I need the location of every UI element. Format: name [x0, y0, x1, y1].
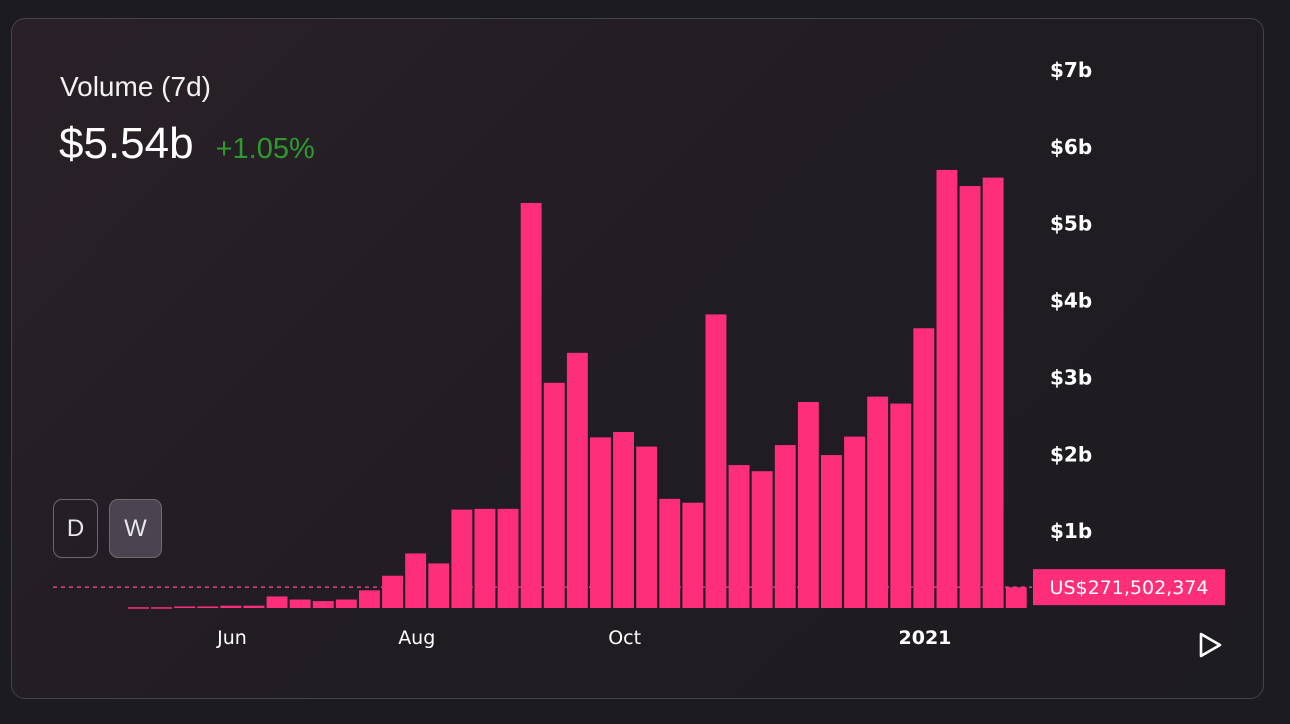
- chart-bar: [289, 599, 311, 608]
- chart-bar: [774, 445, 796, 608]
- hover-value-label: US$271,502,374: [1050, 577, 1209, 599]
- volume-bar-chart: $1b $2b $3b $4b $5b $6b $7b Jun Aug Oct 2021 US$271…: [53, 58, 1225, 649]
- chart-bar: [266, 596, 288, 608]
- chart-bar: [451, 509, 473, 608]
- chart-bar: [844, 436, 865, 608]
- y-axis-tick-label: $4b: [1050, 289, 1092, 313]
- chart-bar: [682, 502, 704, 608]
- x-axis-tick-label: 2021: [899, 627, 952, 649]
- y-axis-tick-label: $1b: [1050, 519, 1092, 543]
- chart-title: Volume (7d): [60, 71, 211, 102]
- chart-bar: [959, 186, 981, 608]
- volume-card: $1b $2b $3b $4b $5b $6b $7b Jun Aug Oct 2021 US$271…: [11, 18, 1264, 699]
- hover-value-label-bg: [1033, 569, 1225, 606]
- y-axis-tick-label: $6b: [1050, 135, 1092, 159]
- chart-bar: [1005, 587, 1027, 608]
- chart-bar: [867, 396, 889, 608]
- volume-change-percent: +1.05%: [215, 133, 315, 165]
- chart-bar: [428, 563, 450, 608]
- chart-bar: [174, 606, 196, 608]
- chart-bar: [659, 498, 681, 608]
- chart-bar: [613, 431, 634, 608]
- chart-bar: [566, 352, 588, 608]
- chart-bar: [590, 437, 611, 608]
- chart-bar: [335, 599, 357, 608]
- chart-bar: [890, 403, 912, 608]
- x-axis-tick-label: Oct: [608, 627, 641, 649]
- current-volume-value: $5.54b: [59, 119, 194, 168]
- chart-bar: [936, 169, 958, 608]
- day-toggle-button[interactable]: D: [53, 499, 98, 558]
- week-toggle-button[interactable]: W: [109, 499, 162, 558]
- chart-bar: [728, 465, 750, 608]
- chart-bar: [474, 508, 496, 608]
- chart-bar: [128, 607, 149, 609]
- chart-bar: [520, 202, 542, 608]
- x-axis-tick-label: Aug: [398, 627, 435, 649]
- y-axis-tick-label: $7b: [1050, 58, 1092, 82]
- chart-bar: [543, 382, 565, 608]
- chart-bar: [913, 328, 935, 608]
- chart-bar: [243, 605, 265, 608]
- chart-bar: [151, 607, 172, 609]
- value-row: $5.54b +1.05%: [59, 119, 315, 169]
- chart-bar: [405, 553, 427, 608]
- chart-bar: [982, 177, 1004, 608]
- play-icon[interactable]: [1195, 630, 1225, 660]
- chart-bar: [636, 446, 658, 608]
- y-axis-tick-label: $2b: [1050, 442, 1092, 466]
- y-axis-tick-label: $3b: [1050, 365, 1092, 389]
- chart-bar: [497, 508, 519, 608]
- chart-bar: [312, 601, 334, 608]
- chart-bar: [751, 471, 773, 608]
- chart-bar: [359, 590, 380, 608]
- x-axis-tick-label: Jun: [216, 627, 247, 649]
- chart-bar: [197, 606, 219, 608]
- chart-bar: [797, 402, 819, 608]
- y-axis-tick-label: $5b: [1050, 212, 1092, 236]
- chart-bar: [821, 455, 842, 608]
- chart-bar: [220, 605, 242, 608]
- chart-bar: [382, 575, 403, 608]
- chart-bar: [705, 314, 727, 608]
